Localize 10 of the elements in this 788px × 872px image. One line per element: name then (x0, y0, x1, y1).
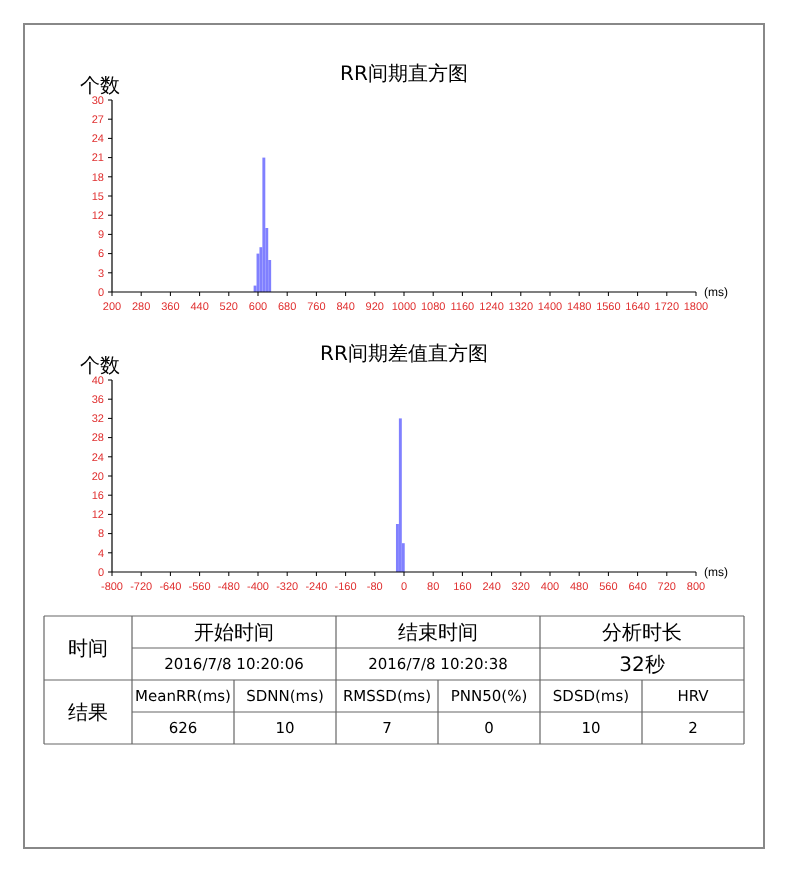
text: 分析时长 (602, 621, 682, 645)
text: 开始时间 (194, 621, 274, 645)
text: 32秒 (619, 653, 665, 677)
y-axis-title: 个数 (80, 74, 120, 98)
chart-title: RR间期直方图 (340, 62, 468, 86)
text: 结果 (68, 701, 108, 725)
text: 时间 (68, 637, 108, 661)
y-axis-title: 个数 (80, 354, 120, 378)
chart-title: RR间期差值直方图 (320, 342, 488, 366)
text: 结束时间 (398, 621, 478, 645)
